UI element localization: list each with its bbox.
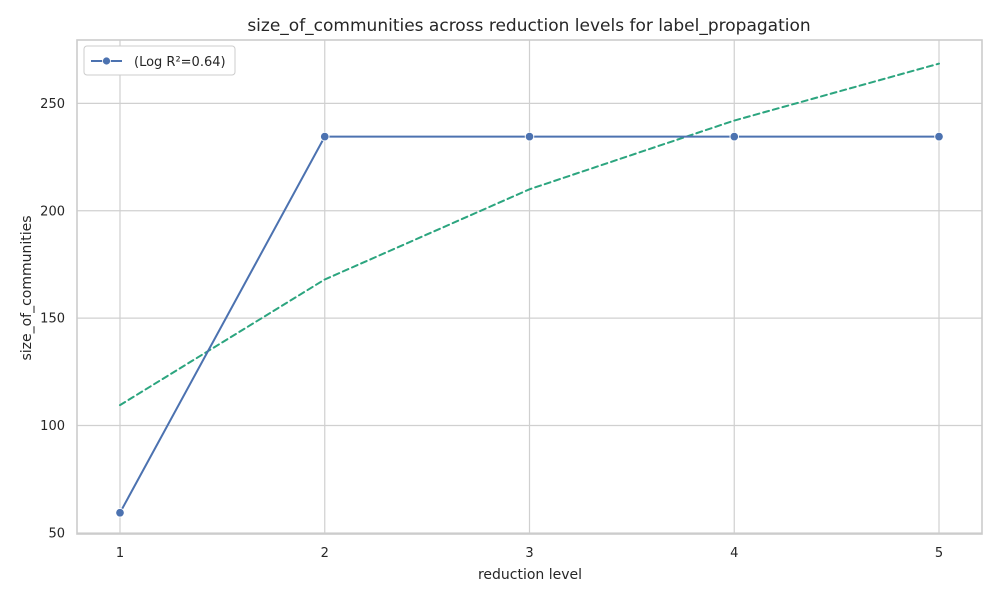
y-axis-label: size_of_communities bbox=[19, 215, 35, 360]
grid-layer bbox=[77, 40, 982, 534]
legend-marker-swatch bbox=[102, 56, 111, 66]
x-tick-label: 4 bbox=[730, 546, 738, 561]
x-axis-label: reduction level bbox=[478, 567, 582, 583]
chart-title: size_of_communities across reduction lev… bbox=[247, 16, 810, 36]
data-point bbox=[115, 507, 125, 518]
y-tick-label: 200 bbox=[40, 204, 65, 219]
data-point bbox=[319, 131, 330, 142]
trend-line bbox=[118, 62, 941, 407]
data-point bbox=[524, 131, 535, 142]
x-tick-label: 5 bbox=[935, 546, 943, 561]
legend-entry-label: (Log R²=0.64) bbox=[134, 55, 226, 70]
data-point bbox=[934, 131, 944, 142]
y-axis-ticks: 50 100 150 200 250 bbox=[40, 97, 65, 542]
plot-frame bbox=[76, 39, 983, 535]
series-layer bbox=[115, 62, 944, 518]
y-tick-label: 100 bbox=[40, 419, 65, 434]
legend-box bbox=[83, 45, 236, 76]
data-point bbox=[729, 131, 740, 142]
y-tick-label: 150 bbox=[40, 312, 65, 327]
x-tick-label: 1 bbox=[116, 546, 124, 561]
y-tick-label: 250 bbox=[40, 97, 65, 112]
chart-legend: (Log R²=0.64) bbox=[83, 45, 236, 76]
x-tick-label: 3 bbox=[525, 546, 533, 561]
y-tick-label: 50 bbox=[48, 526, 65, 541]
x-tick-label: 2 bbox=[321, 546, 329, 561]
plot-border bbox=[76, 39, 983, 535]
x-axis-ticks: 1 2 3 4 5 bbox=[116, 546, 943, 561]
